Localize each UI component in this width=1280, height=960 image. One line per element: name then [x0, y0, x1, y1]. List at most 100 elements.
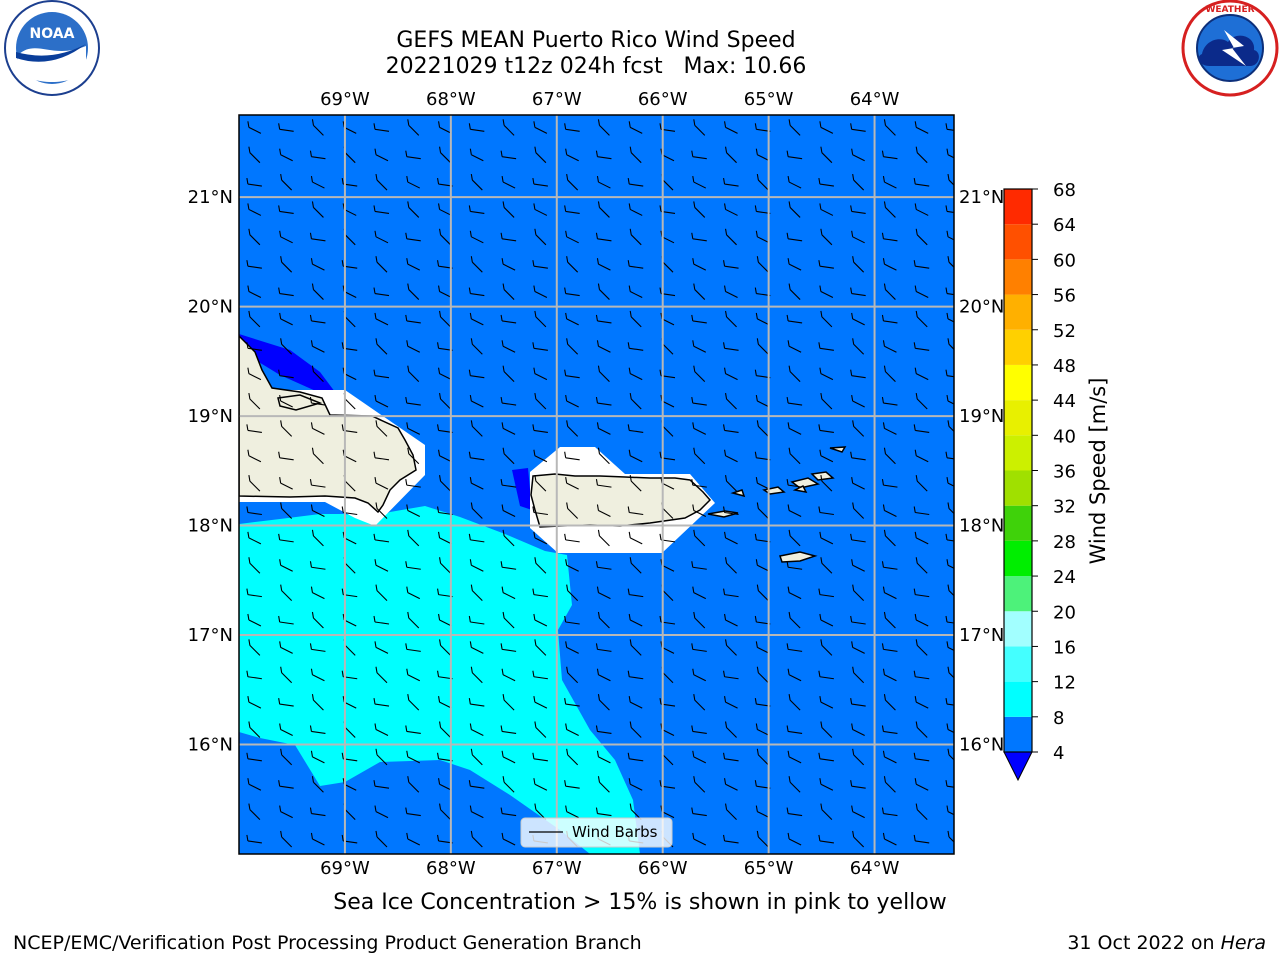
wind-barb [500, 643, 517, 652]
wind-barb [565, 805, 579, 819]
wind-barb [818, 177, 834, 187]
wind-barb [470, 338, 483, 355]
wind-barb [755, 805, 770, 819]
wind-barb [502, 776, 515, 793]
gridlines [239, 115, 954, 854]
wind-barb [629, 228, 642, 246]
wind-barb [532, 588, 548, 598]
wind-speed-field-under-4-north [239, 334, 335, 392]
wind-barb [279, 559, 293, 572]
wind-barb [628, 285, 643, 299]
wind-barb [724, 778, 738, 791]
wind-barb [248, 475, 261, 492]
wind-barb [439, 475, 451, 492]
wind-barb [724, 531, 738, 545]
wind-barb [438, 203, 452, 216]
wind-barb [407, 529, 420, 547]
wind-barb [850, 698, 866, 707]
wind-barb [881, 479, 898, 488]
wind-barb [439, 557, 451, 574]
wind-barb [629, 392, 642, 410]
colorbar-band [1004, 681, 1032, 717]
wind-barb [246, 177, 262, 187]
wind-barb [883, 119, 896, 136]
wind-barb [787, 504, 802, 518]
wind-barb [597, 283, 610, 300]
lon-tick-label-top: 69°W [320, 89, 370, 110]
colorbar-bands [1004, 189, 1032, 752]
wind-barb [438, 367, 452, 381]
wind-barb [945, 615, 954, 624]
wind-barb [278, 205, 294, 214]
colorbar-tick-label: 4 [1053, 743, 1064, 764]
wind-barb [692, 586, 707, 600]
wind-barb [724, 696, 738, 709]
wind-barb [883, 283, 896, 300]
wind-barb [468, 615, 485, 625]
wind-barb [469, 723, 484, 736]
wind-barb [914, 531, 929, 545]
wind-barb [374, 394, 389, 408]
wind-barb [279, 230, 293, 244]
wind-barb [724, 121, 738, 134]
colorbar-band [1004, 189, 1032, 225]
wind-barb [787, 750, 802, 764]
wind-barb [595, 479, 612, 488]
wind-barb [500, 150, 517, 160]
wind-barb [373, 369, 390, 379]
wind-barb [850, 615, 866, 625]
wind-barb [881, 561, 898, 570]
wind-barb [438, 778, 452, 791]
wind-barb [566, 584, 579, 602]
wind-barb [691, 232, 707, 242]
wind-barb [596, 750, 611, 764]
wind-barb [500, 725, 517, 735]
wind-barb [850, 205, 866, 214]
wind-barb [945, 205, 954, 213]
wind-barb [946, 805, 954, 816]
lon-tick-label-bottom: 65°W [744, 858, 794, 879]
wind-barb [595, 643, 612, 652]
wind-barb [914, 613, 929, 627]
wind-barb [914, 203, 929, 216]
wind-barb [309, 561, 326, 570]
wind-barb [947, 584, 954, 597]
wind-barb [915, 228, 928, 246]
wind-barb [374, 559, 389, 572]
wind-barb [566, 173, 579, 191]
colorbar-tick-label: 44 [1053, 391, 1076, 412]
wind-barb [851, 641, 865, 654]
wind-barb [278, 451, 294, 461]
wind-barb [438, 285, 452, 299]
wind-barb [502, 365, 515, 383]
wind-barb [500, 479, 517, 488]
wind-barb [786, 232, 803, 242]
wind-barb [945, 533, 954, 542]
wind-barb [691, 561, 707, 570]
wind-barb [852, 256, 865, 273]
wind-barb [913, 670, 930, 680]
wind-barb [564, 451, 580, 461]
wind-barb [469, 559, 484, 572]
wind-barb [566, 338, 579, 355]
wind-barb [310, 750, 325, 764]
wind-barb [500, 807, 517, 817]
wind-barb [725, 146, 737, 164]
wind-barb [914, 285, 929, 299]
wind-barb [248, 228, 261, 246]
wind-barb [597, 119, 610, 136]
wind-barb [406, 586, 421, 600]
lon-tick-label-top: 65°W [744, 89, 794, 110]
wind-barb [946, 477, 954, 487]
wind-barb [438, 613, 452, 627]
wind-barb [945, 287, 954, 296]
colorbar-band [1004, 294, 1032, 330]
wind-barb [439, 392, 451, 410]
wind-barb [819, 696, 834, 709]
wind-barb [311, 201, 324, 218]
wind-barb [596, 504, 611, 518]
wind-barb [310, 504, 325, 518]
wind-barb [724, 285, 738, 299]
wind-barb [693, 776, 706, 793]
wind-barb [500, 561, 517, 570]
